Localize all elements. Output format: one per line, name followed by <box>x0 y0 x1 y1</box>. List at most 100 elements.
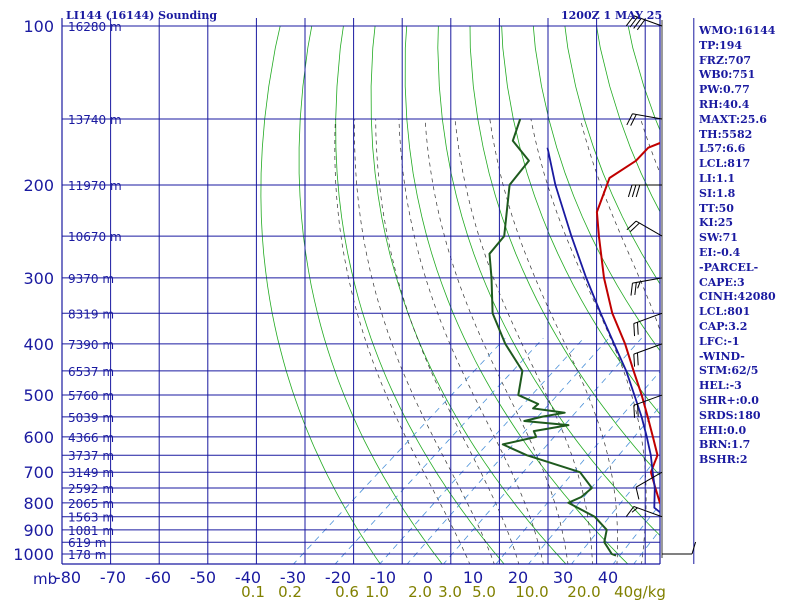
index-item: SRDS:180 <box>699 408 761 422</box>
index-item: PW:0.77 <box>699 83 750 97</box>
wind-barb-feather <box>630 283 633 296</box>
index-item: -WIND- <box>699 349 745 363</box>
temperature-tick-label: -70 <box>100 568 126 587</box>
temperature-tick-label: 10 <box>463 568 483 587</box>
wind-barb-feather <box>626 220 637 231</box>
station-title: LI144 (16144) Sounding <box>66 9 218 22</box>
index-item: BRN:1.7 <box>699 438 751 452</box>
temperature-tick-label: -10 <box>370 568 396 587</box>
temperature-tick-label: 30 <box>553 568 573 587</box>
pressure-label: 400 <box>23 335 54 354</box>
temperature-tick-label: 40 <box>598 568 618 587</box>
temperature-tick-label: 20 <box>508 568 528 587</box>
height-label: 16280 m <box>68 20 122 34</box>
index-item: SW:71 <box>699 231 738 245</box>
moist-adiabat <box>579 118 660 332</box>
temperature-tick-label: -30 <box>280 568 306 587</box>
height-labels: 16280 m 13740 m 11970 m 10670 m 9370 m 8319 m… <box>68 20 122 562</box>
height-label: 6537 m <box>68 365 114 379</box>
mixing-ratio-line <box>527 405 660 564</box>
index-item: BSHR:2 <box>699 453 748 467</box>
wind-barb-feather <box>631 507 638 513</box>
mixing-ratio-label: 1.0 <box>365 583 389 600</box>
height-label: 619 m <box>68 536 106 550</box>
index-item: WB0:751 <box>699 68 756 82</box>
height-label: 1081 m <box>68 524 114 538</box>
wind-barb-feather <box>627 184 633 198</box>
pressure-label: 700 <box>23 463 54 482</box>
mixing-ratio-line <box>334 337 544 564</box>
wind-barb-feather <box>636 322 639 335</box>
dry-adiabat <box>260 26 381 564</box>
mixing-ratio-label: 5.0 <box>472 583 496 600</box>
mixing-ratio-line <box>443 337 642 564</box>
wind-barb-feather <box>636 19 646 31</box>
index-item: CINH:42080 <box>699 290 776 304</box>
index-item: STM:62/5 <box>699 364 759 378</box>
height-label: 178 m <box>68 548 106 562</box>
height-label: 7390 m <box>68 338 114 352</box>
temperature-tick-label: 0 <box>423 568 433 587</box>
wind-barb-feather <box>691 541 697 555</box>
wind-barb <box>633 343 663 367</box>
mixing-ratio-line <box>379 337 585 564</box>
wind-barb-staff <box>635 220 663 237</box>
wind-barb-staff <box>633 15 663 27</box>
wind-barb-feather <box>633 354 636 367</box>
wind-barb-feather <box>633 18 642 29</box>
temperature-tick-label: -50 <box>190 568 216 587</box>
mixing-ratio-line <box>406 337 610 564</box>
temperature-tick-label: -80 <box>55 568 81 587</box>
index-item: TT:50 <box>699 201 734 215</box>
mixing-ratio-label: 40g/kg <box>614 583 666 600</box>
index-item: RH:40.4 <box>699 97 750 111</box>
wind-barb-feather <box>630 114 637 126</box>
wind-barb <box>633 312 663 337</box>
wind-barb-feather <box>633 405 636 418</box>
wind-barb-staff <box>632 277 663 284</box>
wind-barb-feather <box>625 506 635 517</box>
wind-barb <box>635 471 663 500</box>
wind-barb <box>626 220 663 237</box>
index-item: LCL:817 <box>699 157 751 171</box>
wind-barb-feather <box>636 352 639 366</box>
pressure-unit-label: mb <box>33 570 57 588</box>
stability-indices: WMO:16144 TP:194 FRZ:707 WB0:751 PW:0.77 RH:4… <box>699 24 776 468</box>
wind-barb-feather <box>635 184 641 198</box>
pressure-label: 100 <box>23 17 54 36</box>
index-item: LFC:-1 <box>699 334 740 348</box>
wind-barb-staff <box>633 343 663 355</box>
dry-adiabat <box>335 26 505 564</box>
index-item: FRZ:707 <box>699 53 752 67</box>
wind-barb-feather <box>629 16 638 28</box>
wind-barb-feather <box>625 15 635 27</box>
wind-barb <box>625 506 663 518</box>
mixing-ratio-label: 10.0 <box>515 583 548 600</box>
index-item: EI:-0.4 <box>699 245 741 259</box>
height-label: 9370 m <box>68 272 114 286</box>
pressure-label: 800 <box>23 494 54 513</box>
height-label: 2065 m <box>68 497 114 511</box>
mixing-ratio-label: 3.0 <box>438 583 462 600</box>
wind-barb-staff <box>633 394 663 406</box>
index-item: CAP:3.2 <box>699 319 748 333</box>
mixing-ratio-label: 0.2 <box>278 583 302 600</box>
dewpoint-line <box>488 118 617 557</box>
wind-barb-feather <box>637 281 641 289</box>
index-item: MAXT:25.6 <box>699 112 767 126</box>
wind-barb <box>662 541 697 555</box>
moist-adiabat <box>375 118 520 564</box>
height-label: 5760 m <box>68 389 114 403</box>
chart-grid <box>61 18 695 565</box>
moist-adiabat <box>454 118 593 564</box>
temperature-tick-label: -20 <box>325 568 351 587</box>
index-item: TH:5582 <box>699 127 753 141</box>
sounding-time: 1200Z 1 MAY 25 <box>561 9 663 22</box>
index-item: LI:1.1 <box>699 171 736 185</box>
mixing-ratio-label: 0.6 <box>335 583 359 600</box>
wind-barb-feather <box>636 403 639 417</box>
temperature-line <box>595 141 660 505</box>
moist-adiabat <box>398 118 544 564</box>
